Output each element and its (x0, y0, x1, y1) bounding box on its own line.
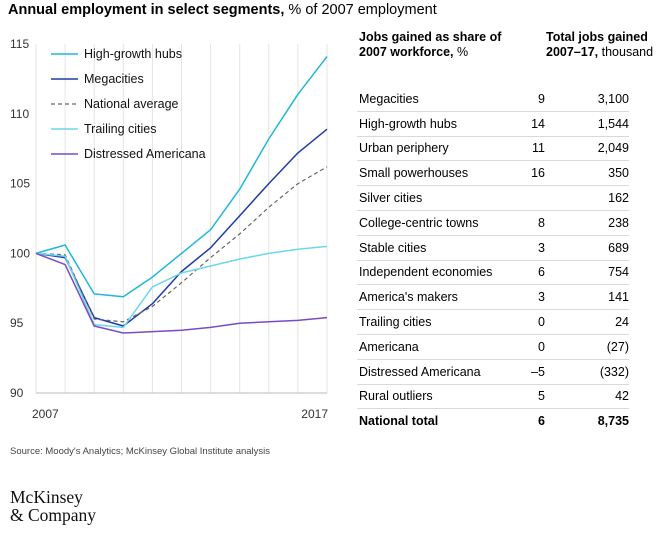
segment-name: Stable cities (359, 240, 427, 255)
table-header-share-bold: Jobs gained as share of 2007 workforce, (359, 30, 502, 59)
table-row: America's makers 3 141 (357, 285, 629, 311)
segment-name: Megacities (359, 91, 419, 106)
mckinsey-logo: McKinsey & Company (10, 488, 96, 524)
chart-title: Annual employment in select segments, % … (8, 2, 437, 18)
jobs-gained-value: 350 (608, 166, 629, 181)
y-tick-label: 105 (10, 177, 30, 191)
legend-label: Distressed Americana (84, 147, 206, 161)
logo-line-2: & Company (10, 505, 97, 525)
x-tick-label-end: 2017 (301, 407, 328, 421)
segments-table: Megacities 9 3,100 High-growth hubs 14 1,544 U… (357, 87, 629, 433)
table-row: Urban periphery 11 2,049 (357, 137, 629, 162)
segment-name: Urban periphery (359, 141, 449, 156)
table-row: Small powerhouses 16 350 (357, 161, 629, 187)
table-row: Trailing cities 0 24 (357, 310, 629, 335)
table-row: Independent economies 6 754 (357, 261, 629, 286)
y-tick-label: 115 (10, 37, 29, 51)
table-header-share: Jobs gained as share of 2007 workforce, … (359, 30, 529, 60)
jobs-share-value: 14 (531, 116, 545, 131)
segment-name: Americana (359, 339, 419, 354)
x-tick-label-start: 2007 (32, 407, 59, 421)
segment-name: High-growth hubs (359, 116, 457, 131)
segment-name: America's makers (359, 290, 458, 305)
legend-label: National average (84, 97, 179, 111)
segment-name: College-centric towns (359, 215, 479, 230)
table-row: Megacities 9 3,100 (357, 87, 629, 112)
jobs-share-value: 3 (538, 240, 545, 255)
segment-name: Independent economies (359, 265, 493, 280)
jobs-share-value: –5 (531, 364, 545, 379)
series-line-national-average (35, 166, 328, 323)
legend-label: Megacities (84, 72, 144, 86)
series-line-high-growth-hubs (35, 56, 328, 298)
segment-name: National total (359, 414, 439, 429)
chart-legend: High-growth hubs Megacities National avera… (51, 47, 206, 161)
table-header-share-unit: % (453, 45, 469, 59)
segment-name: Silver cities (359, 191, 423, 206)
jobs-gained-value: 1,544 (597, 116, 629, 131)
chart-series (35, 56, 328, 334)
y-tick-label: 90 (10, 386, 24, 400)
chart-title-unit: % of 2007 employment (284, 2, 437, 18)
y-tick-label: 100 (10, 246, 30, 260)
y-tick-label: 110 (10, 107, 29, 121)
table-row: College-centric towns 8 238 (357, 211, 629, 236)
segment-name: Trailing cities (359, 315, 432, 330)
jobs-share-value: 0 (538, 315, 545, 330)
jobs-gained-value: (27) (606, 339, 629, 354)
table-row: Americana 0 (27) (357, 335, 629, 360)
y-tick-label: 95 (10, 316, 24, 330)
jobs-share-value: 6 (538, 414, 545, 429)
jobs-share-value: 9 (538, 91, 545, 106)
source-note: Source: Moody's Analytics; McKinsey Glob… (10, 446, 271, 457)
logo-line-1: McKinsey (10, 487, 83, 507)
table-row: Stable cities 3 689 (357, 236, 629, 261)
jobs-gained-value: 8,735 (597, 414, 629, 429)
jobs-gained-value: 238 (608, 215, 629, 230)
jobs-share-value: 5 (538, 389, 545, 404)
jobs-share-value: 0 (538, 339, 545, 354)
jobs-gained-value: 2,049 (597, 141, 629, 156)
segment-name: Rural outliers (359, 389, 433, 404)
chart-title-bold: Annual employment in select segments, (8, 2, 285, 18)
jobs-gained-value: 754 (608, 265, 629, 280)
table-row: National total 6 8,735 (357, 409, 629, 433)
series-line-megacities (35, 128, 328, 327)
y-axis-ticks: 90 95 100 105 110 115 (10, 37, 30, 400)
jobs-gained-value: 162 (608, 191, 629, 206)
series-line-trailing-cities (35, 245, 328, 329)
table-row: Silver cities 162 (357, 186, 629, 211)
jobs-share-value: 16 (531, 166, 545, 181)
table-header-jobs-bold: Total jobs gained 2007–17, (546, 30, 648, 59)
table-header-jobs: Total jobs gained 2007–17, thousand (546, 30, 661, 60)
jobs-gained-value: 24 (615, 315, 629, 330)
jobs-share-value: 8 (538, 215, 545, 230)
table-row: Distressed Americana –5 (332) (357, 360, 629, 385)
x-axis-ticks: 2007 2017 (32, 407, 328, 421)
table-header-jobs-unit: thousand (598, 45, 654, 59)
jobs-share-value: 3 (538, 290, 545, 305)
jobs-share-value: 11 (532, 141, 545, 156)
series-line-distressed-americana (35, 252, 328, 334)
line-chart: 90 95 100 105 110 115 2007 2017 High-growth hu… (10, 37, 328, 421)
segment-name: Small powerhouses (359, 166, 469, 181)
jobs-gained-value: 42 (615, 389, 629, 404)
legend-label: Trailing cities (84, 122, 156, 136)
jobs-share-value: 6 (538, 265, 545, 280)
jobs-gained-value: 689 (608, 240, 629, 255)
jobs-gained-value: 141 (608, 290, 629, 305)
segment-name: Distressed Americana (359, 364, 481, 379)
jobs-gained-value: 3,100 (597, 91, 629, 106)
chart-grid (35, 44, 328, 394)
jobs-gained-value: (332) (599, 364, 629, 379)
table-row: High-growth hubs 14 1,544 (357, 112, 629, 137)
table-row: Rural outliers 5 42 (357, 385, 629, 410)
legend-label: High-growth hubs (84, 47, 182, 61)
